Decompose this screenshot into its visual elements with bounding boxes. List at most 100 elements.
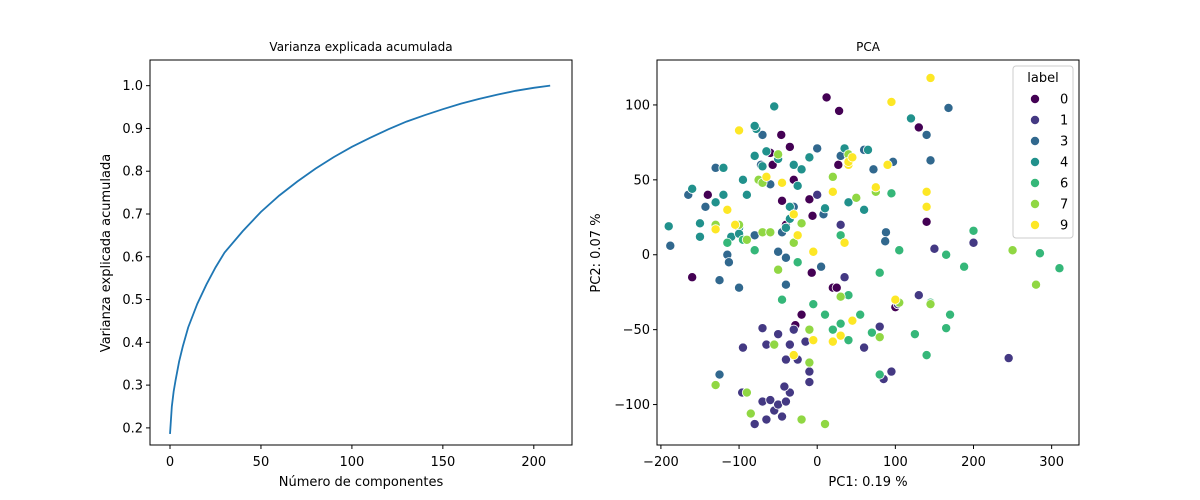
pca-point [788, 209, 799, 220]
pca-point [820, 203, 831, 214]
pca-point [925, 155, 936, 166]
pca-point [913, 290, 924, 301]
pca-point [894, 245, 905, 256]
left-x-tick-label: 100 [339, 455, 364, 470]
pca-point [1003, 353, 1014, 364]
legend-title: label [1027, 71, 1058, 86]
pca-point [827, 324, 838, 335]
cumulative-variance-chart: Varianza explicada acumulada 0.20.30.40.… [99, 40, 573, 490]
pca-point [851, 192, 862, 203]
legend-marker [1030, 219, 1041, 230]
pca-point [788, 324, 799, 335]
pca-point [737, 342, 748, 353]
pca-point [804, 324, 815, 335]
left-y-tick-label: 0.8 [122, 165, 143, 180]
left-y-tick-label: 1.0 [122, 79, 143, 94]
pca-point [780, 252, 791, 263]
pca-point [749, 419, 760, 430]
pca-point [859, 204, 870, 215]
legend-label: 1 [1060, 114, 1068, 129]
cumulative-variance-line [169, 84, 551, 434]
pca-point [863, 144, 874, 155]
pca-point [968, 237, 979, 248]
left-y-tick-label: 0.2 [122, 421, 143, 436]
left-axes-frame [149, 59, 573, 446]
pca-point [866, 327, 877, 338]
pca-point [777, 195, 788, 206]
pca-point [773, 246, 784, 257]
right-y-tick-label: 50 [633, 173, 650, 188]
pca-point [722, 237, 733, 248]
pca-point [796, 414, 807, 425]
left-y-tick-label: 0.9 [122, 122, 143, 137]
legend-label: 3 [1060, 135, 1068, 150]
pca-point [784, 141, 795, 152]
pca-point [663, 221, 674, 232]
pca-point [779, 381, 790, 392]
pca-point [777, 411, 788, 422]
pca-point [921, 129, 932, 140]
left-x-tick-label: 0 [166, 455, 174, 470]
legend-label: 4 [1060, 156, 1068, 171]
pca-point [749, 150, 760, 161]
pca-point [945, 309, 956, 320]
pca-point [855, 309, 866, 320]
pca-point [804, 357, 815, 368]
pca-point [835, 219, 846, 230]
pca-point [921, 350, 932, 361]
right-y-ticks: −100 −50 0 50 100 [614, 98, 657, 413]
pca-point [921, 201, 932, 212]
pca-point [710, 224, 721, 235]
pca-point [835, 318, 846, 329]
right-x-tick-label: 0 [813, 455, 821, 470]
pca-point [765, 227, 776, 238]
right-y-tick-label: 100 [625, 98, 650, 113]
left-y-axis-label: Varianza explicada acumulada [99, 154, 114, 352]
pca-point [796, 309, 807, 320]
pca-point [792, 230, 803, 241]
pca-point [714, 275, 725, 286]
cumulative-variance-title: Varianza explicada acumulada [269, 40, 452, 54]
pca-point [808, 299, 819, 310]
left-x-tick-label: 200 [521, 455, 546, 470]
pca-point [874, 267, 885, 278]
left-y-tick-label: 0.4 [122, 336, 143, 351]
pca-point [694, 231, 705, 242]
right-x-tick-label: 200 [961, 455, 986, 470]
pca-point [880, 236, 891, 247]
pca-point [804, 194, 815, 205]
pca-point [886, 366, 897, 377]
pca-point [665, 240, 676, 251]
pca-point [702, 189, 713, 200]
pca-point [890, 294, 901, 305]
right-axes-frame [656, 59, 1080, 446]
pca-point [874, 332, 885, 343]
pca-point [925, 299, 936, 310]
left-x-tick-label: 50 [253, 455, 270, 470]
legend-label: 7 [1060, 198, 1068, 213]
pca-point [749, 245, 760, 256]
pca-point [806, 267, 817, 278]
left-x-tick-label: 150 [430, 455, 455, 470]
pca-point [718, 189, 729, 200]
pca-scatter-chart: PCA −100 −50 0 50 100 −200 −100 0 100 200 300 PC1… [589, 40, 1080, 490]
pca-point [741, 387, 752, 398]
pca-point [868, 164, 879, 175]
right-x-tick-label: 100 [883, 455, 908, 470]
pca-point [1007, 245, 1018, 256]
right-x-tick-label: −200 [643, 455, 679, 470]
pca-point [835, 330, 846, 341]
pca-point [804, 377, 815, 388]
pca-point [843, 335, 854, 346]
right-x-tick-label: −100 [721, 455, 757, 470]
pca-point [905, 113, 916, 124]
pca-point [694, 218, 705, 229]
pca-point [761, 414, 772, 425]
pca-point [843, 197, 854, 208]
pca-point [1031, 279, 1042, 290]
right-x-tick-label: 300 [1039, 455, 1064, 470]
pca-point [749, 120, 760, 131]
pca-point [773, 264, 784, 275]
pca-point [909, 329, 920, 340]
